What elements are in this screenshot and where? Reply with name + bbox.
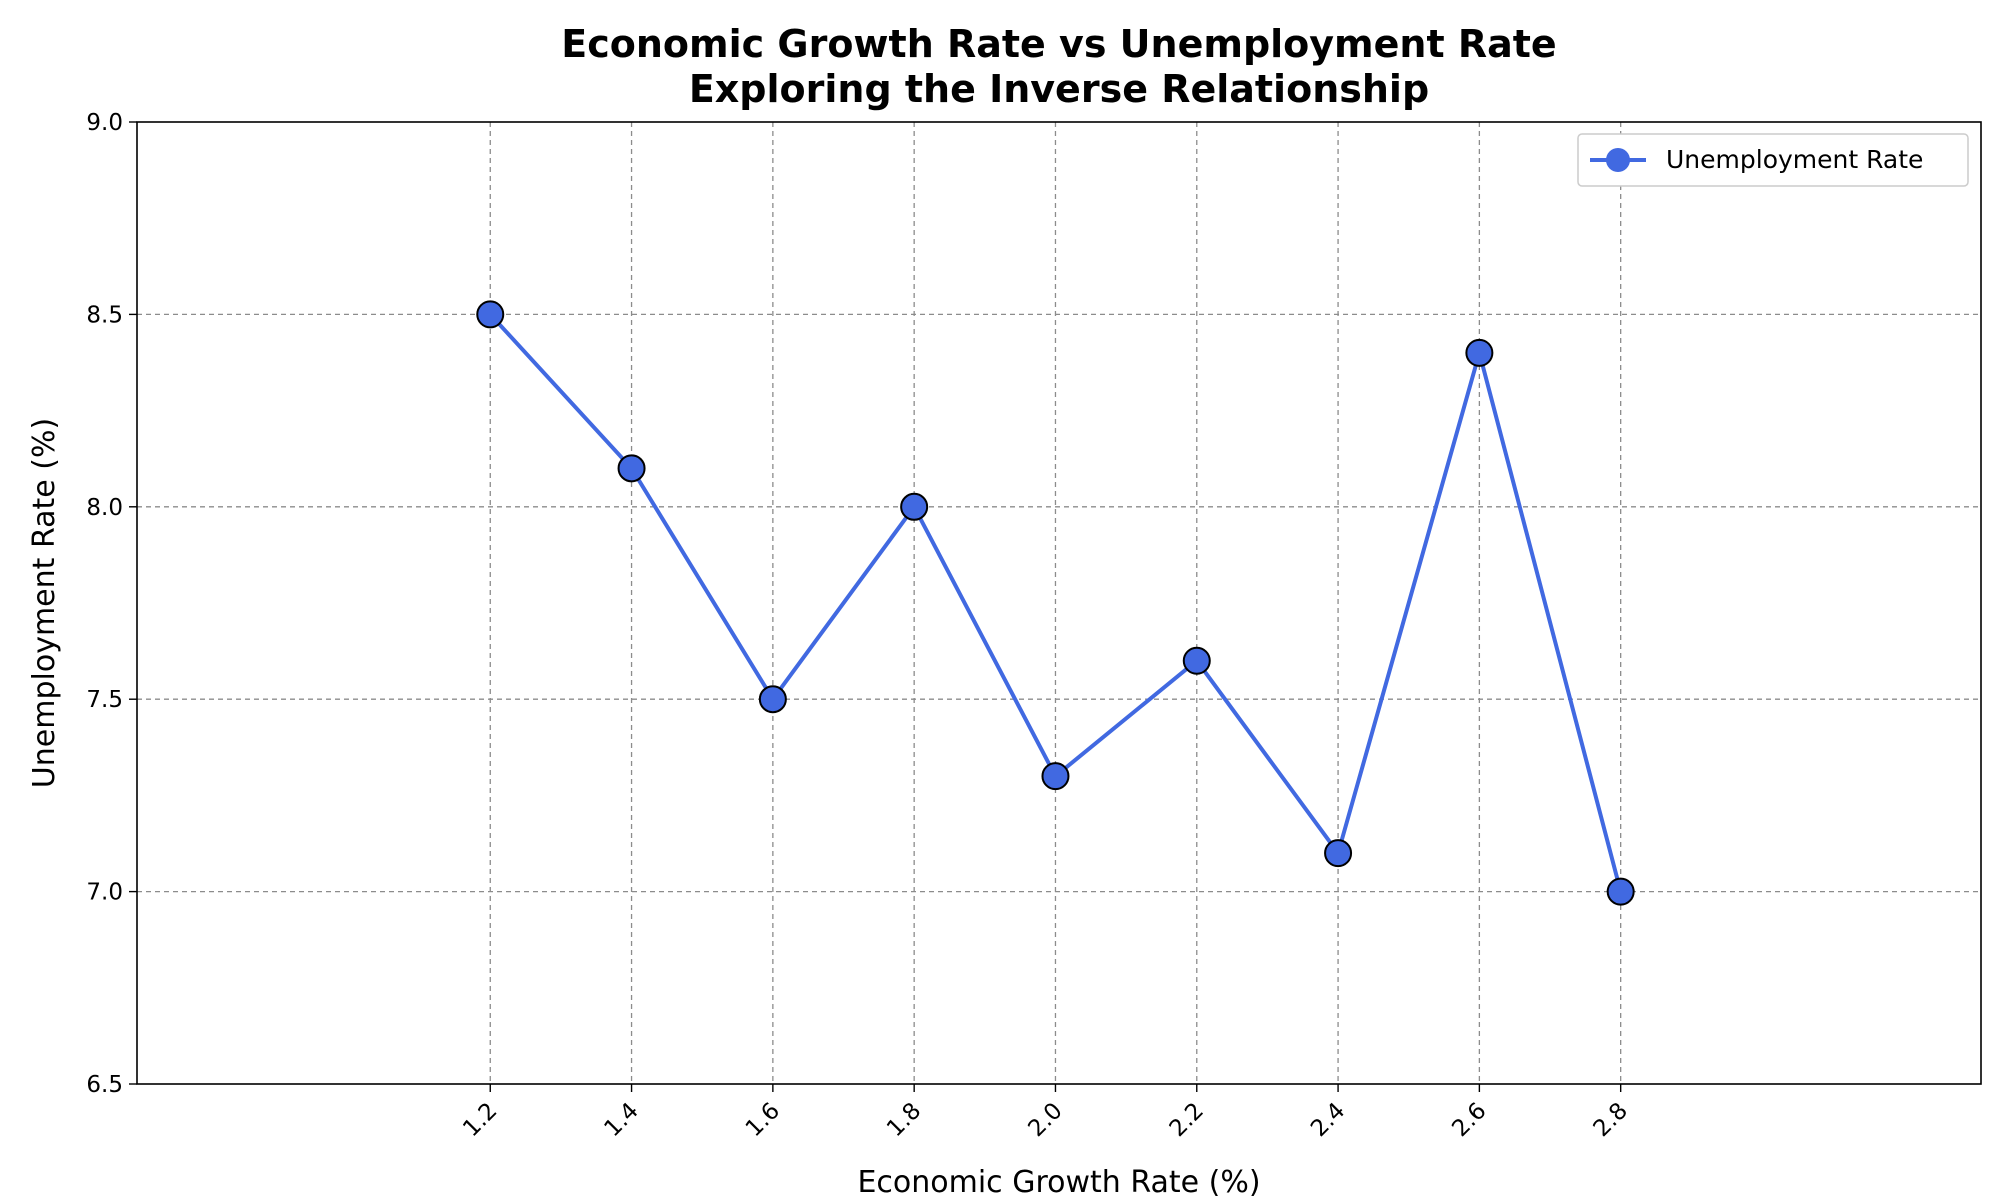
grid (137, 122, 1981, 1084)
y-tick-label: 6.5 (86, 1072, 123, 1098)
y-tick-label: 8.5 (86, 302, 123, 328)
y-tick-label: 7.0 (86, 880, 123, 906)
legend-box (1577, 133, 1969, 187)
data-point (617, 454, 646, 483)
data-point (1182, 646, 1211, 675)
data-point (1606, 877, 1635, 906)
data-series (476, 300, 1635, 906)
data-point (476, 300, 505, 329)
data-point (1465, 338, 1494, 367)
y-axis-label: Unemployment Rate (%) (27, 418, 62, 788)
y-tick-label: 7.5 (86, 687, 123, 713)
data-point (758, 685, 787, 714)
legend-label: Unemployment Rate (1666, 145, 1923, 174)
plot-area-frame (136, 121, 1982, 1085)
data-point (1324, 839, 1353, 868)
chart-title: Economic Growth Rate vs Unemployment Rat… (561, 22, 1556, 66)
y-tick-label: 8.0 (86, 495, 123, 521)
x-axis-label: Economic Growth Rate (%) (857, 1165, 1260, 1200)
y-tick-label: 9.0 (86, 110, 123, 136)
data-point (900, 492, 929, 521)
chart-subtitle: Exploring the Inverse Relationship (689, 67, 1429, 111)
legend: Unemployment Rate (1577, 133, 1969, 187)
legend-marker-swatch (1606, 148, 1630, 172)
y-axis-ticks: 6.5 7.0 7.5 8.0 8.5 9.0 (86, 110, 137, 1098)
data-point (1041, 762, 1070, 791)
